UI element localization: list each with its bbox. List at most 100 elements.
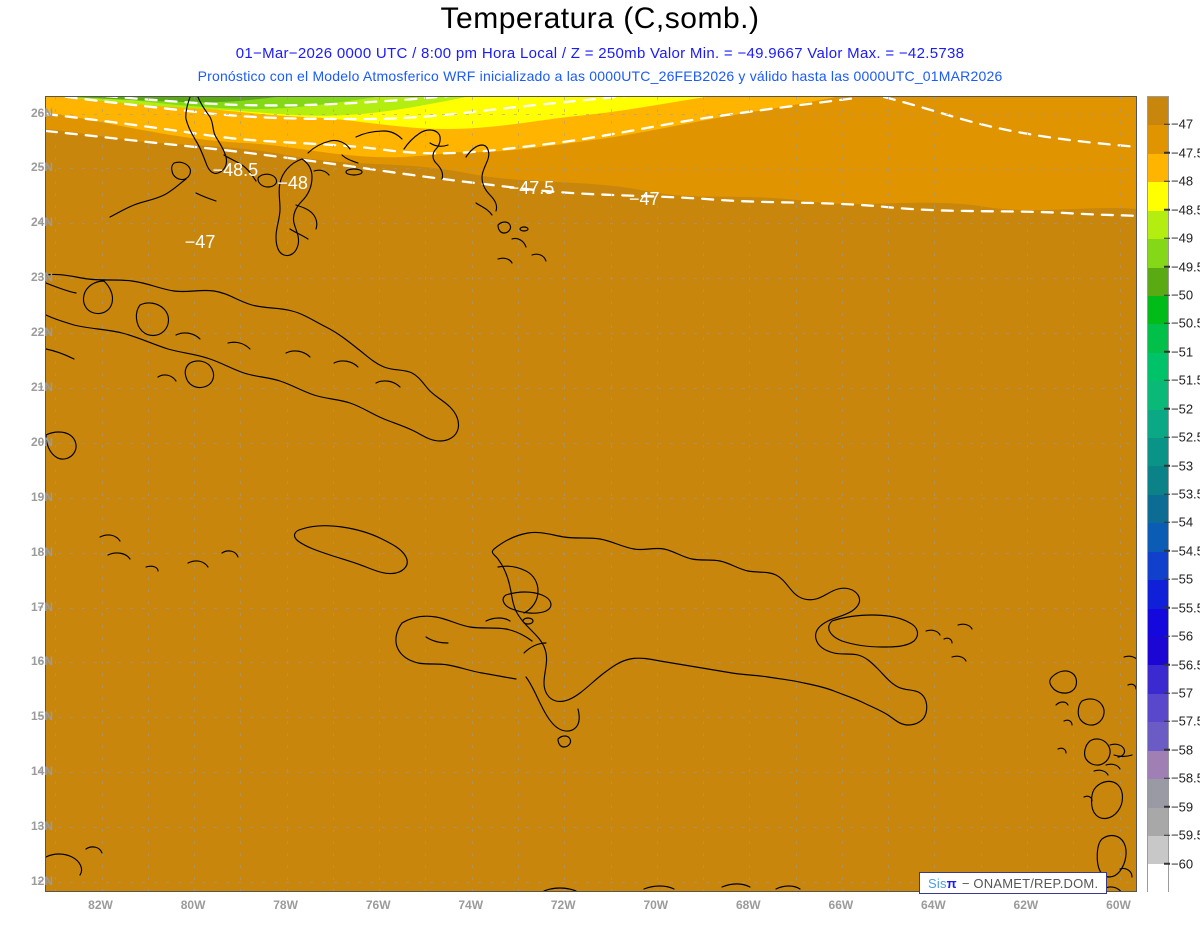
colorbar-band	[1148, 665, 1168, 694]
contour-label: −47	[629, 189, 660, 210]
map-plot-area[interactable]: −48.5 −48 −47.5 −47 −47	[45, 96, 1137, 892]
axis-tick-mark-lat	[38, 606, 43, 607]
gridline-lon-65W	[888, 97, 890, 891]
gridline-lat-14N	[46, 772, 1136, 774]
gridline-lat-20N	[46, 442, 1136, 444]
gridline-lon-71W	[610, 97, 612, 891]
colorbar-tick-label: −49.5	[1171, 259, 1200, 274]
gridline-lon-64W	[934, 97, 936, 891]
axis-tick-lon-70W: 70W	[643, 898, 669, 912]
axis-tick-mark-lat	[38, 386, 43, 388]
colorbar-tick-label: −59.5	[1171, 828, 1200, 843]
colorbar-gradient	[1147, 96, 1169, 893]
colorbar-tick-label: −48	[1171, 173, 1194, 189]
gridline-lat-17N	[46, 607, 1136, 609]
colorbar-tick-label: −51	[1171, 344, 1194, 360]
colorbar-band	[1148, 494, 1168, 524]
colorbar-tick-label: −53.5	[1171, 487, 1200, 502]
colorbar[interactable]: −47 −47.5 −48 −48.5 −49 −49.5 −50 −50.5 −51 −51.5…	[1147, 96, 1200, 893]
axis-tick-mark-lat	[38, 825, 43, 827]
colorbar-band	[1148, 523, 1168, 552]
colorbar-tick-label: −56.5	[1171, 657, 1200, 672]
colorbar-tick-label: −60	[1171, 856, 1194, 872]
colorbar-band	[1148, 295, 1168, 325]
colorbar-band	[1148, 608, 1168, 638]
axis-tick-lon-80W: 80W	[180, 898, 206, 912]
gridline-lon-72W	[564, 97, 566, 891]
gridline-lon-62W	[1026, 97, 1028, 891]
axis-tick-mark-lat	[38, 276, 43, 278]
gridline-lon-80W	[194, 97, 196, 891]
axis-tick-mark-lat	[38, 441, 43, 443]
colorbar-band	[1148, 779, 1168, 808]
colorbar-tick-label: −48.5	[1171, 202, 1200, 217]
colorbar-tick-label: −57	[1171, 685, 1194, 701]
gridline-lon-70W	[656, 97, 658, 891]
axis-tick-mark-lat	[38, 496, 43, 498]
colorbar-band	[1148, 580, 1168, 609]
axis-tick-mark-lat	[38, 221, 43, 223]
gridline-lat-19N	[46, 497, 1136, 499]
colorbar-band	[1148, 466, 1168, 495]
gridline-lon-79W	[240, 97, 242, 891]
axis-tick-lon-74W: 74W	[458, 898, 484, 912]
colorbar-tick-label: −54.5	[1171, 543, 1200, 558]
colorbar-band	[1148, 438, 1168, 467]
colorbar-band	[1148, 381, 1168, 410]
colorbar-band	[1148, 153, 1168, 183]
gridline-lon-82W	[101, 97, 103, 891]
colorbar-band	[1148, 693, 1168, 723]
coastline-layer	[46, 97, 1136, 891]
colorbar-tick-label: −58.5	[1171, 771, 1200, 786]
axis-tick-mark-lat	[38, 715, 43, 717]
colorbar-tick-label: −56	[1171, 628, 1194, 644]
gridline-lat-15N	[46, 717, 1136, 719]
gridline-lon-61W	[1073, 97, 1075, 891]
colorbar-band	[1148, 637, 1168, 666]
map-gridlines	[46, 97, 1136, 891]
gridline-lat-16N	[46, 662, 1136, 664]
axis-tick-mark-lat	[38, 880, 43, 882]
colorbar-band	[1148, 125, 1168, 154]
colorbar-tick-label: −59	[1171, 799, 1194, 815]
colorbar-band	[1148, 210, 1168, 240]
colorbar-band	[1148, 324, 1168, 353]
gridline-lat-23N	[46, 278, 1136, 280]
colorbar-band	[1148, 352, 1168, 382]
colorbar-band	[1148, 409, 1168, 439]
colorbar-tick-label: −53	[1171, 458, 1194, 474]
watermark-sis-text: Sis	[928, 875, 947, 891]
colorbar-tick-label: −50.5	[1171, 316, 1200, 331]
gridline-lon-75W	[425, 97, 427, 891]
colorbar-band	[1148, 807, 1168, 836]
colorbar-tick-label: −52	[1171, 401, 1194, 417]
colorbar-tick-label: −55	[1171, 571, 1194, 587]
contour-label: −47.5	[508, 178, 555, 199]
axis-tick-mark-lat	[38, 551, 43, 553]
gridline-lon-74W	[471, 97, 473, 891]
axis-tick-lon-62W: 62W	[1013, 898, 1039, 912]
colorbar-tick-label: −54	[1171, 514, 1194, 530]
gridline-lon-77W	[332, 97, 334, 891]
page-title: Temperatura (C,somb.)	[440, 2, 760, 35]
gridline-lat-21N	[46, 388, 1136, 389]
colorbar-tick-label: −58	[1171, 742, 1194, 758]
colorbar-tick-label: −47	[1171, 116, 1194, 132]
axis-tick-lon-66W: 66W	[828, 898, 854, 912]
colorbar-tick-label: −47.5	[1171, 145, 1200, 160]
temperature-shading-layer	[46, 97, 1136, 891]
watermark-org-text: − ONAMET/REP.DOM.	[961, 875, 1099, 891]
colorbar-band	[1148, 97, 1168, 126]
axis-tick-lon-72W: 72W	[550, 898, 576, 912]
contour-label: −47	[184, 231, 216, 252]
contour-label-layer: −48.5 −48 −47.5 −47 −47	[46, 97, 1136, 891]
colorbar-tick-label: −51.5	[1171, 373, 1200, 388]
gridline-lon-68W	[749, 97, 751, 891]
gridline-lat-26N	[46, 113, 1136, 115]
colorbar-band	[1148, 722, 1168, 751]
gridline-lon-67W	[795, 97, 797, 891]
watermark-pi-symbol: π	[946, 875, 957, 891]
axis-tick-mark-lat	[38, 112, 43, 113]
colorbar-band	[1148, 267, 1168, 296]
colorbar-tick-label: −49	[1171, 230, 1194, 246]
